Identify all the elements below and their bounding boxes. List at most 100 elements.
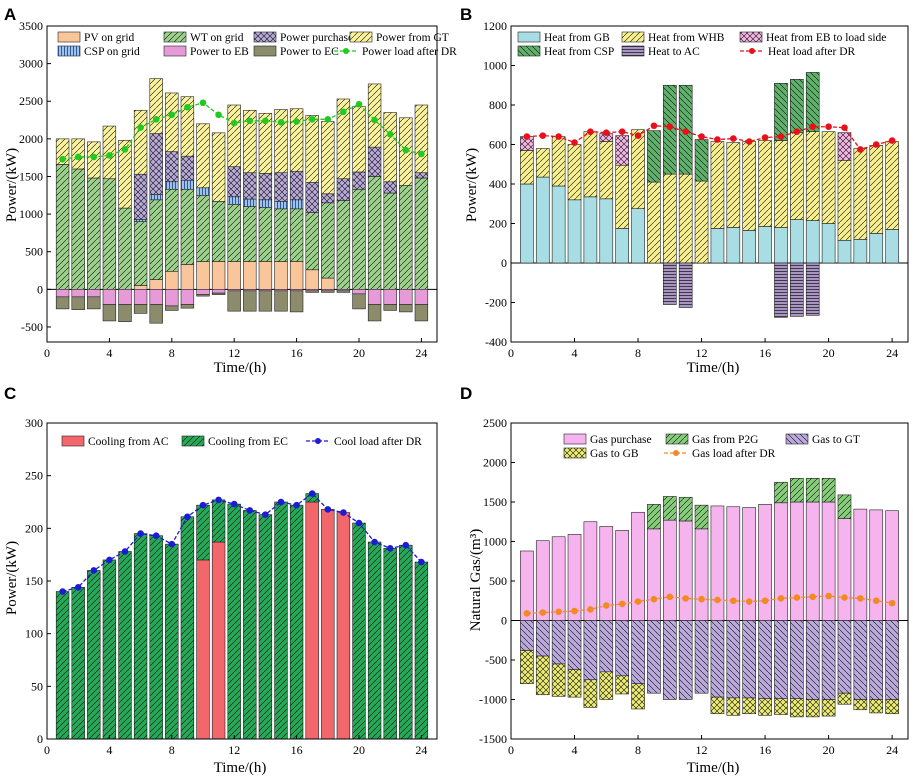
x-tick-label: 16	[759, 346, 771, 360]
bar-pv-on-grid-t15	[274, 261, 288, 290]
y-tick-label: -500	[485, 653, 507, 667]
bar-heat-from-whb-t3-hatch	[552, 136, 566, 186]
point-heat-load-after-dr-t11	[682, 128, 689, 135]
bar-heat-from-whb-t17-hatch	[774, 140, 788, 228]
bar-pv-on-grid-t13	[243, 261, 257, 290]
point-gas-load-after-dr-t3	[555, 608, 562, 616]
bar-gas-to-gb-t7-hatch	[615, 675, 629, 694]
bar-gas-to-gt-t23-hatch	[869, 620, 883, 700]
bar-heat-from-csp-t18-hatch	[790, 79, 804, 133]
chart-c-plot: 0 50 100 150 200 250 300 0 4 8 12 16 20 24	[25, 416, 438, 757]
legend-marker-cool-load	[315, 438, 321, 444]
bar-gas-to-gb-t14-hatch	[726, 697, 740, 716]
bar-gas-purchase-t11	[678, 520, 693, 621]
bar-cooling-from-ec-t4-hatch	[103, 559, 116, 739]
line-cool-load-after-dr	[62, 492, 422, 593]
point-cool-load-after-dr-t23	[402, 541, 410, 549]
bar-gas-to-gb-t15-hatch	[742, 697, 756, 714]
bar-power-purchase-t17-hatch	[305, 182, 319, 213]
y-tick-label: 100	[25, 627, 43, 641]
y-tick-label: 800	[489, 98, 507, 112]
point-gas-load-after-dr-t6	[602, 602, 610, 609]
bar-power-to-ec-t24	[414, 304, 429, 322]
chart-c-xlabel: Time/(h)	[214, 760, 267, 776]
panel-b: B -400 -200 0 200 400 600 800 1000 1200 0 4 8 12 16 20…	[460, 5, 909, 376]
bar-gas-purchase-t21	[837, 518, 852, 621]
legend-label-power-to-eb: Power to EB	[190, 46, 249, 58]
chart-d-xlabel: Time/(h)	[687, 760, 740, 776]
x-tick-label: 8	[169, 743, 175, 757]
bar-cooling-from-ac-t10	[196, 559, 210, 740]
bar-power-to-eb-t1	[55, 289, 70, 298]
point-gas-load-after-dr-t8	[634, 598, 642, 605]
plot-frame	[46, 25, 438, 343]
bar-power-to-ec-t16	[289, 290, 304, 313]
point-heat-load-after-dr-t20	[825, 123, 832, 131]
x-tick-label: 12	[228, 743, 240, 757]
legend-swatch-gas-to-gt-hatch	[786, 434, 808, 444]
point-heat-load-after-dr-t16	[761, 134, 769, 141]
y-tick-label: 200	[489, 217, 507, 231]
bar-heat-from-whb-t4-hatch	[568, 144, 582, 200]
legend-label-heat-load: Heat load after DR	[768, 46, 856, 58]
bar-wt-on-grid-t4-hatch	[103, 178, 116, 290]
bar-power-to-ec-t17	[305, 290, 319, 293]
bar-power-from-gt-t9-hatch	[181, 96, 194, 157]
x-tick-label: 20	[353, 346, 365, 360]
bar-wt-on-grid-t18-hatch	[321, 202, 335, 279]
bar-power-to-eb-t7	[149, 289, 163, 305]
y-tick-label: 1500	[483, 495, 507, 509]
bar-power-to-ec-t2	[71, 296, 85, 310]
chart-b-legend: Heat from GB Heat from CSP Heat from WHB…	[517, 31, 886, 58]
bar-heat-from-gb-t18	[790, 219, 804, 264]
bar-heat-from-gb-t3	[551, 185, 566, 264]
legend-swatch-heat-from-eb-hatch	[740, 32, 762, 42]
legend-label-gas-to-gb: Gas to GB	[590, 448, 639, 460]
bar-power-purchase-t13-hatch	[243, 172, 257, 200]
x-tick-label: 16	[291, 346, 303, 360]
point-gas-load-after-dr-t15	[745, 598, 753, 605]
bar-heat-from-gb-t17	[774, 227, 788, 264]
point-power-load-after-dr-t10	[199, 99, 207, 107]
x-tick-label: 24	[415, 743, 427, 757]
bar-gas-to-gt-t12-hatch	[695, 620, 709, 694]
bar-pv-on-grid-t12	[227, 261, 241, 290]
bar-gas-to-gb-t5-hatch	[583, 679, 597, 708]
bar-csp-on-grid-t12-hatch	[227, 196, 241, 205]
bar-power-from-gt-t5-hatch	[118, 140, 132, 209]
bar-wt-on-grid-t24-hatch	[415, 177, 428, 290]
point-power-load-after-dr-t12	[230, 119, 238, 127]
bar-power-from-gt-t1-hatch	[56, 138, 69, 165]
bar-power-to-eb-t23	[399, 289, 413, 305]
bar-heat-from-gb-t20	[821, 223, 836, 264]
bar-gas-to-gb-t1-hatch	[520, 650, 534, 684]
bar-gas-from-p2g-t12-hatch	[695, 505, 709, 529]
y-tick-label: 1000	[483, 535, 507, 549]
point-gas-load-after-dr-t23	[872, 597, 880, 605]
bar-heat-from-csp-t9-hatch	[647, 130, 661, 183]
bar-cooling-from-ec-t3-hatch	[87, 570, 101, 739]
bar-gas-to-gt-t2-hatch	[536, 620, 550, 657]
bar-gas-to-gt-t8-hatch	[631, 620, 645, 684]
bar-gas-to-gb-t16-hatch	[758, 698, 772, 716]
bar-heat-to-ac-t11-hatch	[679, 263, 693, 308]
bar-gas-to-gt-t20-hatch	[822, 620, 836, 700]
panel-label-a: A	[4, 5, 16, 24]
point-gas-load-after-dr-t14	[730, 597, 737, 605]
bar-pv-on-grid-t17	[305, 269, 319, 290]
bar-power-to-ec-t5	[118, 304, 132, 322]
bar-heat-from-whb-t15-hatch	[742, 141, 756, 231]
point-power-load-after-dr-t24	[418, 150, 425, 158]
bar-power-to-ec-t1	[55, 296, 70, 310]
bar-cooling-from-ec-t12-hatch	[227, 504, 241, 739]
bar-power-to-eb-t3	[87, 289, 101, 298]
y-tick-label: 200	[25, 521, 43, 535]
point-cool-load-after-dr-t3	[90, 567, 98, 574]
y-tick-label: 2000	[19, 132, 43, 146]
bar-csp-on-grid-t16-hatch	[290, 199, 303, 209]
y-tick-label: 250	[25, 469, 43, 483]
point-power-load-after-dr-t17	[308, 115, 316, 123]
chart-a-xlabel: Time/(h)	[214, 360, 267, 376]
bar-power-to-ec-t13	[243, 290, 257, 312]
point-power-load-after-dr-t20	[355, 100, 363, 108]
